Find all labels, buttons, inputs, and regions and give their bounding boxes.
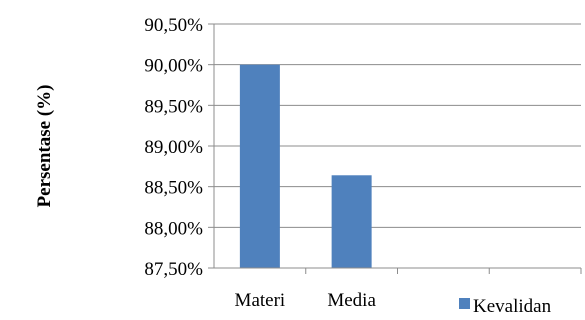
legend: Kevalidan bbox=[459, 296, 552, 317]
x-tick-label: Materi bbox=[235, 290, 286, 311]
y-tick-label: 89,00% bbox=[144, 137, 203, 158]
y-tick-label: 89,50% bbox=[144, 96, 203, 117]
y-tick-label: 90,00% bbox=[144, 56, 203, 77]
bar bbox=[331, 175, 372, 268]
axes bbox=[213, 24, 582, 274]
x-tick-labels: Materi Media bbox=[235, 290, 377, 311]
y-tick-labels: 87,50% 88,00% 88,50% 89,00% 89,50% 90,00% 90,5… bbox=[144, 15, 203, 280]
y-axis-label: Persentase (%) bbox=[34, 85, 55, 208]
bar bbox=[239, 64, 280, 269]
bars bbox=[239, 64, 372, 269]
legend-swatch bbox=[459, 298, 470, 309]
y-tick-label: 88,00% bbox=[144, 218, 203, 239]
legend-label: Kevalidan bbox=[473, 296, 552, 317]
x-tick-label: Media bbox=[327, 290, 376, 311]
y-tick-label: 90,50% bbox=[144, 15, 203, 36]
y-tick-label: 88,50% bbox=[144, 178, 203, 199]
y-tick-label: 87,50% bbox=[144, 259, 203, 280]
